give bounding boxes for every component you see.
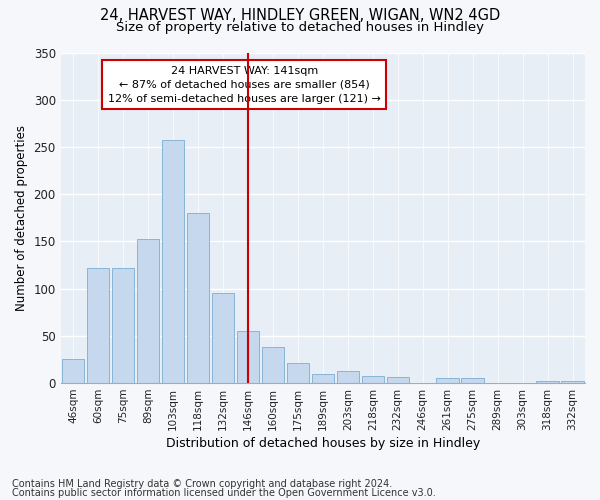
Bar [112, 268, 134, 383]
Bar [62, 360, 85, 383]
Y-axis label: Number of detached properties: Number of detached properties [15, 125, 28, 311]
Text: Size of property relative to detached houses in Hindley: Size of property relative to detached ho… [116, 21, 484, 34]
Bar [386, 378, 409, 383]
Bar [137, 238, 159, 383]
Bar [87, 268, 109, 383]
Bar [536, 381, 559, 383]
Text: 24, HARVEST WAY, HINDLEY GREEN, WIGAN, WN2 4GD: 24, HARVEST WAY, HINDLEY GREEN, WIGAN, W… [100, 8, 500, 22]
Text: Contains public sector information licensed under the Open Government Licence v3: Contains public sector information licen… [12, 488, 436, 498]
Bar [236, 331, 259, 383]
Bar [362, 376, 384, 383]
Bar [287, 363, 309, 383]
Text: Contains HM Land Registry data © Crown copyright and database right 2024.: Contains HM Land Registry data © Crown c… [12, 479, 392, 489]
Bar [187, 213, 209, 383]
Bar [212, 294, 234, 383]
Text: 24 HARVEST WAY: 141sqm
← 87% of detached houses are smaller (854)
12% of semi-de: 24 HARVEST WAY: 141sqm ← 87% of detached… [108, 66, 380, 104]
Bar [337, 371, 359, 383]
Bar [262, 347, 284, 383]
Bar [311, 374, 334, 383]
X-axis label: Distribution of detached houses by size in Hindley: Distribution of detached houses by size … [166, 437, 480, 450]
Bar [561, 381, 584, 383]
Bar [461, 378, 484, 383]
Bar [436, 378, 459, 383]
Bar [162, 140, 184, 383]
